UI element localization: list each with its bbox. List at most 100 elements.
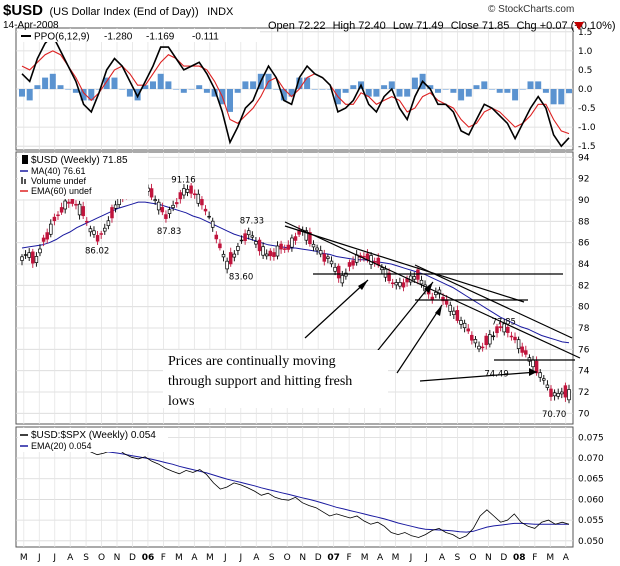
x-tick-label: J: [37, 553, 41, 563]
histogram-bar: [512, 89, 519, 101]
x-tick-label: D: [129, 553, 136, 563]
candle-body: [362, 255, 366, 258]
candle-body: [67, 201, 71, 204]
pointer-arrow: [369, 281, 434, 361]
candle-body: [182, 188, 186, 196]
candle-body: [567, 389, 571, 401]
x-tick-label: M: [546, 553, 554, 563]
candle-body: [192, 193, 197, 196]
x-tick-label: A: [191, 553, 198, 563]
histogram-bar: [404, 89, 411, 97]
ohlc-quote: Open 72.22 High 72.40 Low 71.49 Close 71…: [268, 20, 616, 32]
x-tick-label: M: [175, 553, 183, 563]
histogram-bar: [542, 89, 549, 93]
histogram-bar: [250, 81, 257, 89]
candle-body: [203, 208, 208, 212]
histogram-bar: [188, 89, 195, 90]
x-tick-label: N: [114, 553, 121, 563]
histogram-bar: [227, 89, 233, 112]
x-tick-label: 06: [142, 553, 155, 563]
ppo-panel: 1.5 1.0 0.5 0.0 -0.5 -1.0 -1.5 PPO(6,12,9) -1.…: [15, 27, 596, 152]
histogram-bar: [450, 89, 457, 93]
trendline: [284, 225, 525, 303]
candle-body: [153, 199, 157, 201]
histogram-bar: [458, 89, 465, 101]
candle-body: [171, 204, 175, 208]
price-annotation: Prices are continually moving through su…: [163, 350, 388, 409]
y-tick-label: 92: [578, 175, 589, 185]
candle-body: [347, 262, 352, 267]
index-name: (US Dollar Index (End of Day)): [49, 6, 199, 18]
histogram-bar: [411, 77, 418, 89]
candle-body: [390, 282, 395, 285]
trendlines: [284, 221, 581, 382]
x-tick-label: S: [83, 553, 89, 563]
histogram-bar: [234, 89, 241, 93]
histogram-bar: [273, 89, 280, 90]
candle-body: [434, 291, 438, 296]
candle-body: [329, 260, 334, 265]
candle-body: [207, 215, 211, 218]
histogram-bar: [203, 89, 210, 93]
candle-body: [491, 335, 496, 338]
candle-body: [20, 256, 24, 261]
y-tick-label: -1.5: [578, 142, 596, 152]
histogram-bar: [80, 89, 87, 101]
ratio-panel: 0.075 0.070 0.065 0.060 0.055 0.050 $USD:$SPX…: [15, 426, 604, 548]
candle-body: [106, 220, 111, 227]
candle-body: [419, 279, 424, 285]
histogram-bar: [65, 89, 72, 90]
y-tick-label: 90: [578, 196, 590, 206]
pointer-arrow: [396, 304, 443, 374]
candle-body: [110, 207, 114, 219]
histogram-bar: [165, 81, 172, 89]
candle-body: [315, 247, 319, 251]
candle-body: [322, 253, 327, 262]
candle-body: [506, 326, 510, 333]
histogram-bar: [427, 85, 434, 89]
candle-body: [441, 296, 445, 302]
histogram-bar: [481, 81, 488, 89]
watermark: © StockCharts.com: [488, 4, 575, 15]
candle-body: [513, 336, 517, 341]
candle-body: [272, 252, 276, 257]
candle-body: [538, 372, 542, 378]
candle-body: [520, 346, 524, 353]
ratio-legend: $USD:$SPX (Weekly) 0.054 EMA(20) 0.054: [18, 428, 168, 452]
candle-body: [279, 243, 283, 250]
candle-body: [63, 200, 67, 210]
price-legend-label: $USD (Weekly) 71.85: [31, 155, 128, 166]
histogram-bar: [489, 89, 495, 90]
candle-body: [189, 185, 193, 194]
candle-body: [372, 261, 377, 263]
x-tick-label: J: [223, 553, 227, 563]
candle-body: [218, 243, 222, 249]
candle-body: [250, 235, 255, 238]
x-tick-label: S: [455, 553, 461, 563]
candle-body: [336, 265, 341, 279]
candle-body: [290, 237, 294, 248]
histogram-bar: [111, 77, 118, 89]
ratio-ema20-line: [21, 445, 569, 533]
candle-body: [77, 203, 82, 216]
histogram-bar: [519, 89, 526, 90]
candle-body: [167, 209, 172, 214]
x-tick-label: F: [347, 553, 352, 563]
candle-body: [452, 310, 456, 315]
candle-body: [34, 256, 39, 263]
candle-body: [308, 232, 312, 245]
histogram-bar: [442, 89, 449, 90]
y-tick-label: 80: [578, 303, 590, 313]
candle-body: [326, 256, 330, 259]
histogram-bar: [327, 89, 334, 90]
candle-body: [246, 230, 251, 236]
candle-body: [254, 241, 258, 245]
candle-body: [88, 228, 93, 233]
y-tick-label: 0.070: [578, 454, 604, 464]
candle-body: [318, 250, 323, 255]
y-tick-label: 88: [578, 217, 590, 227]
histogram-bar: [558, 89, 565, 105]
candle-body: [164, 214, 168, 219]
histogram-bar: [566, 89, 572, 94]
